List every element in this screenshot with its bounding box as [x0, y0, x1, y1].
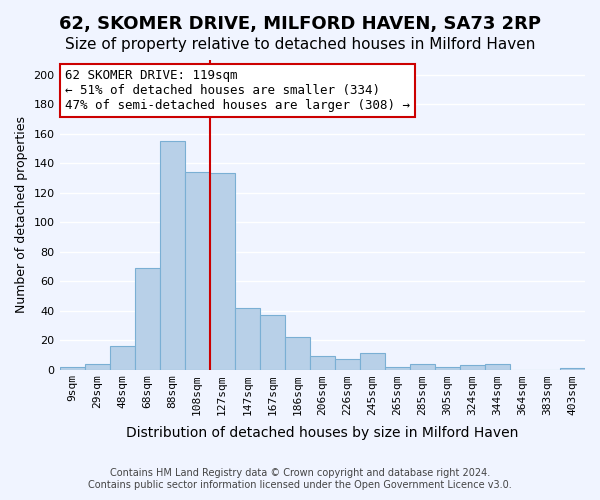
Bar	[385, 366, 410, 370]
Text: Size of property relative to detached houses in Milford Haven: Size of property relative to detached ho…	[65, 38, 535, 52]
Bar	[260, 315, 285, 370]
Bar	[59, 366, 85, 370]
Bar	[360, 354, 385, 370]
Bar	[134, 268, 160, 370]
Bar	[410, 364, 435, 370]
Bar	[435, 366, 460, 370]
Bar	[485, 364, 510, 370]
Text: Contains HM Land Registry data © Crown copyright and database right 2024.
Contai: Contains HM Land Registry data © Crown c…	[88, 468, 512, 490]
Text: 62, SKOMER DRIVE, MILFORD HAVEN, SA73 2RP: 62, SKOMER DRIVE, MILFORD HAVEN, SA73 2R…	[59, 15, 541, 33]
Bar	[110, 346, 134, 370]
Bar	[460, 365, 485, 370]
Bar	[160, 141, 185, 370]
Text: 62 SKOMER DRIVE: 119sqm
← 51% of detached houses are smaller (334)
47% of semi-d: 62 SKOMER DRIVE: 119sqm ← 51% of detache…	[65, 70, 410, 112]
Bar	[560, 368, 585, 370]
Y-axis label: Number of detached properties: Number of detached properties	[15, 116, 28, 314]
Bar	[335, 359, 360, 370]
Bar	[85, 364, 110, 370]
Bar	[310, 356, 335, 370]
Bar	[235, 308, 260, 370]
Bar	[285, 337, 310, 370]
X-axis label: Distribution of detached houses by size in Milford Haven: Distribution of detached houses by size …	[126, 426, 518, 440]
Bar	[209, 174, 235, 370]
Bar	[185, 172, 209, 370]
